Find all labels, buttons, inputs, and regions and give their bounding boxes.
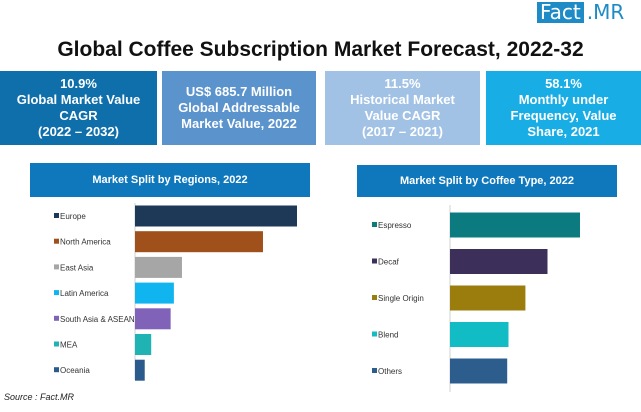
kpi-box: 58.1% Monthly under Frequency, Value Share,… bbox=[486, 71, 641, 145]
legend-swatch bbox=[372, 331, 377, 337]
bar-east-asia bbox=[135, 256, 182, 278]
legend-swatch bbox=[54, 315, 59, 321]
kpi-line: CAGR bbox=[59, 108, 98, 123]
kpi-line: Monthly under bbox=[518, 92, 609, 107]
page-title: Global Coffee Subscription Market Foreca… bbox=[57, 38, 584, 61]
kpi-line: US$ 685.7 Million bbox=[185, 84, 293, 99]
bar-europe bbox=[135, 205, 297, 227]
bar-oceania bbox=[135, 359, 145, 381]
legend-swatch bbox=[372, 222, 377, 227]
kpi-line: Market Value, 2022 bbox=[181, 116, 297, 131]
kpi-line: (2022 – 2032) bbox=[38, 124, 119, 139]
bar-south-asia-asean bbox=[135, 308, 171, 330]
kpi-line: (2017 – 2021) bbox=[362, 124, 443, 139]
kpi-box: US$ 685.7 Million Global Addressable Marke… bbox=[162, 71, 316, 145]
bar-decaf bbox=[450, 249, 548, 274]
category-label: Espresso bbox=[378, 221, 412, 230]
regions-chart-title: Market Split by Regions, 2022 bbox=[30, 163, 310, 197]
factmr-logo: Fact .MR bbox=[537, 2, 624, 23]
bar-mea bbox=[135, 334, 152, 355]
kpi-line: Frequency, Value bbox=[510, 108, 617, 123]
legend-swatch bbox=[54, 341, 59, 347]
category-label: MEA bbox=[60, 341, 78, 350]
source-note: Source : Fact.MR bbox=[4, 392, 75, 402]
bar-blend bbox=[450, 322, 509, 347]
category-label: Decaf bbox=[378, 258, 400, 267]
legend-swatch bbox=[54, 264, 59, 270]
legend-swatch bbox=[54, 238, 59, 244]
legend-swatch bbox=[372, 295, 377, 300]
kpi-line: Share, 2021 bbox=[527, 124, 600, 139]
kpi-line: Historical Market bbox=[350, 92, 455, 107]
kpi-line: 58.1% bbox=[545, 76, 582, 91]
category-label: Single Origin bbox=[378, 294, 424, 303]
coffee-type-chart-title: Market Split by Coffee Type, 2022 bbox=[357, 165, 617, 197]
bar-single-origin bbox=[450, 285, 526, 311]
category-label: Latin America bbox=[60, 289, 109, 298]
kpi-line: 10.9% bbox=[60, 76, 97, 91]
category-label: East Asia bbox=[60, 263, 94, 272]
kpi-line: Value CAGR bbox=[364, 108, 441, 123]
kpi-line: Global Addressable bbox=[178, 100, 300, 115]
category-label: Europe bbox=[60, 212, 86, 221]
category-label: Oceania bbox=[60, 366, 90, 375]
legend-swatch bbox=[54, 290, 59, 296]
category-label: Others bbox=[378, 367, 402, 376]
kpi-box: 10.9% Global Market Value CAGR (2022 – 2032… bbox=[0, 71, 157, 145]
bar-others bbox=[450, 358, 508, 384]
bar-espresso bbox=[450, 212, 580, 238]
legend-swatch bbox=[372, 368, 377, 373]
bar-latin-america bbox=[135, 282, 174, 304]
category-label: Blend bbox=[378, 331, 398, 340]
category-label: North America bbox=[60, 238, 111, 247]
category-label: South Asia & ASEAN bbox=[60, 315, 135, 324]
kpi-line: Global Market Value bbox=[16, 92, 141, 107]
kpi-line: 11.5% bbox=[384, 76, 421, 91]
legend-swatch bbox=[54, 213, 59, 218]
legend-swatch bbox=[54, 367, 59, 373]
bar-north-america bbox=[135, 231, 263, 253]
legend-swatch bbox=[372, 258, 377, 264]
kpi-box: 11.5% Historical Market Value CAGR (2017 – … bbox=[325, 71, 480, 145]
